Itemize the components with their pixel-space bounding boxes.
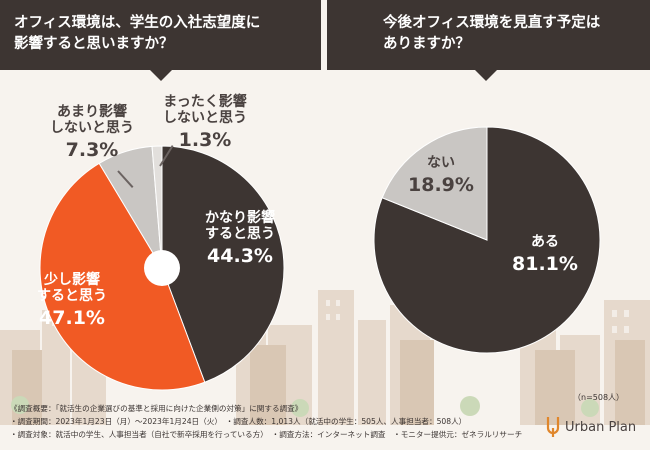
value-label: 81.1% [512, 253, 578, 276]
pie-slice-1 [373, 126, 601, 354]
right-header-pointer [475, 70, 497, 81]
brand-logo: Urban Plan [546, 416, 636, 438]
right-question-header: 今後オフィス環境を見直す予定は ありますか？ [327, 0, 650, 81]
right-question-line1: 今後オフィス環境を見直す予定は [383, 15, 601, 31]
left-question-line1: オフィス環境は、学生の入社志望度に [14, 15, 261, 31]
label-text: まったく影響 [163, 94, 247, 110]
sample-size-note: （n=508人） [573, 393, 625, 402]
value-label: 18.9% [408, 174, 474, 197]
right-question-line2: ありますか？ [383, 36, 470, 52]
label-text: ある [530, 234, 559, 250]
left-header-pointer [150, 70, 172, 81]
label-text: しないと思う [50, 120, 134, 137]
label-not-influence-at-all: まったく影響 しないと思う 1.3% [163, 94, 247, 152]
label-no: ない 18.9% [408, 155, 474, 197]
left-question-line2: 影響すると思いますか？ [14, 36, 174, 52]
survey-details-2: ・調査対象：就活中の学生、人事担当者（自社で新卒採用を行っている方） ・調査方法… [10, 430, 523, 439]
label-text: かなり影響 [205, 210, 275, 226]
label-slightly-not-influence: あまり影響 しないと思う 7.3% [50, 104, 134, 162]
label-yes: ある 81.1% [512, 234, 578, 276]
value-label: 1.3% [178, 129, 232, 152]
label-somewhat-influence: 少し影響 すると思う 47.1% [37, 272, 107, 330]
left-question-header: オフィス環境は、学生の入社志望度に 影響すると思いますか？ [0, 0, 321, 81]
urban-plan-logo-icon [546, 417, 560, 437]
pie-center-hole [144, 250, 180, 286]
value-label: 44.3% [207, 245, 273, 268]
label-strongly-influence: かなり影響 すると思う 44.3% [205, 210, 275, 268]
label-text: すると思う [37, 288, 107, 305]
label-text: すると思う [205, 226, 275, 243]
pie-slice-2 [381, 126, 488, 241]
pie-slice-4 [151, 145, 163, 269]
label-text: しないと思う [163, 110, 247, 127]
brand-name: Urban Plan [565, 419, 637, 435]
pie-chart-review-plan [373, 126, 601, 354]
pie-slice-2 [39, 162, 206, 391]
survey-overview: 《調査概要：「就活生の企業選びの基準と採用に向けた企業側の対策」に関する調査》 [10, 404, 303, 413]
pie-slice-1 [161, 145, 285, 383]
pie-chart-influence [39, 145, 285, 391]
label-text: 少し影響 [44, 272, 100, 288]
value-label: 7.3% [65, 139, 119, 162]
value-label: 47.1% [39, 307, 105, 330]
label-text: ない [426, 155, 455, 171]
label-text: あまり影響 [57, 104, 127, 120]
survey-details-1: ・調査期間：2023年1月23日（月）～2023年1月24日（火） ・調査人数：… [10, 417, 467, 426]
